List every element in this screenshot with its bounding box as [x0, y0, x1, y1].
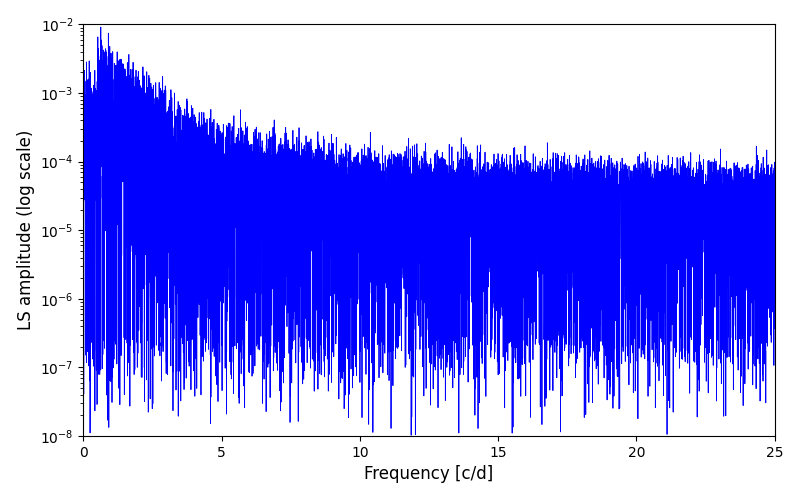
- X-axis label: Frequency [c/d]: Frequency [c/d]: [364, 466, 494, 483]
- Y-axis label: LS amplitude (log scale): LS amplitude (log scale): [17, 130, 34, 330]
